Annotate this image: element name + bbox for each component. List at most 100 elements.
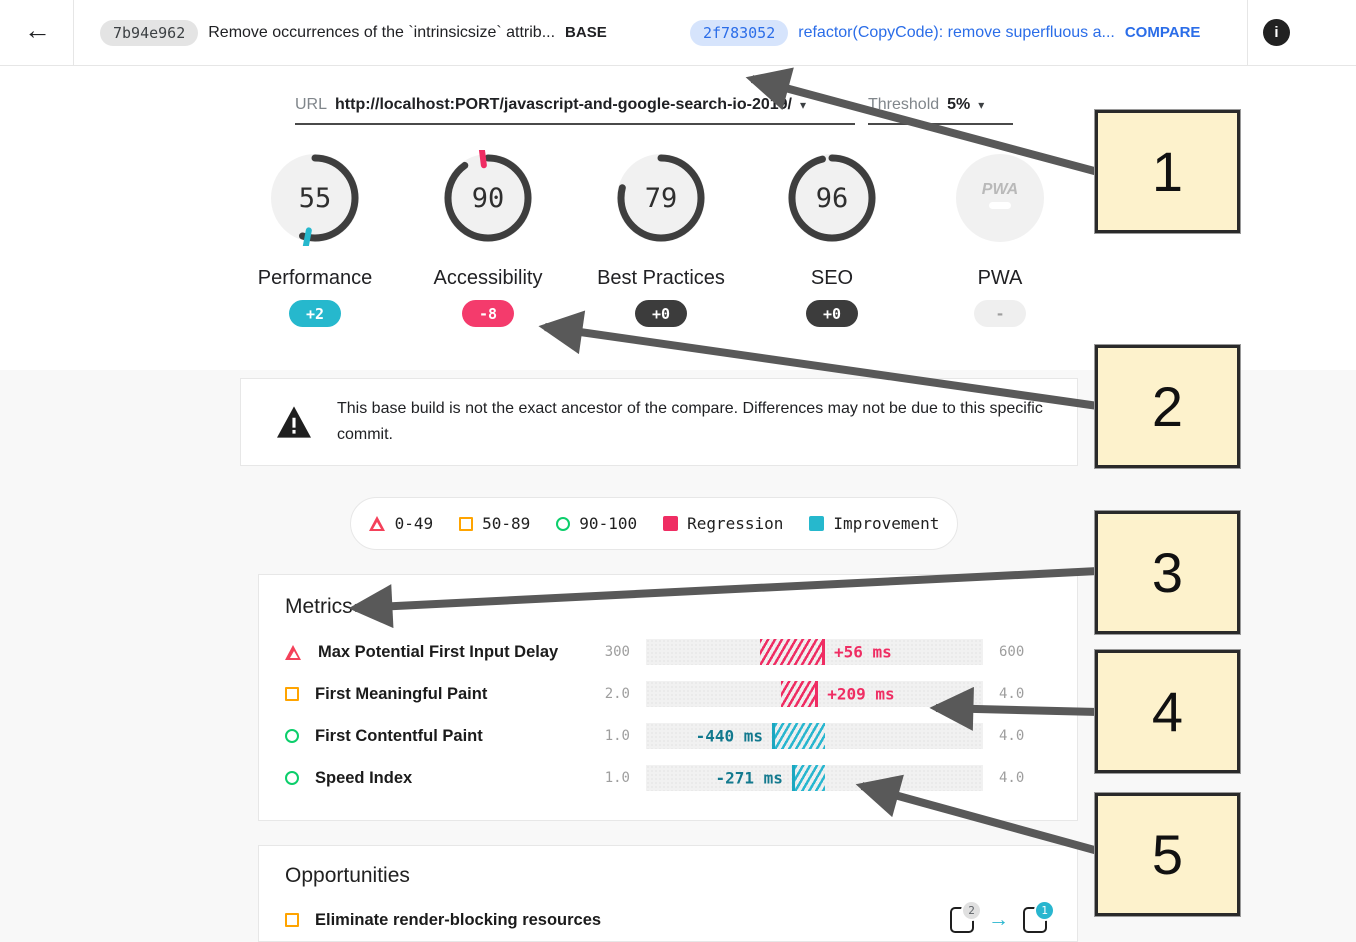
axis-min-value: 300 [604, 644, 630, 660]
diff-value-label: -440 ms [695, 726, 764, 746]
header-divider [1247, 0, 1248, 65]
url-select[interactable]: URL http://localhost:PORT/javascript-and… [295, 96, 855, 125]
warning-banner: This base build is not the exact ancesto… [240, 378, 1078, 466]
threshold-select[interactable]: Threshold 5% ▾ [868, 96, 1013, 125]
metric-row-speed-index: Speed Index 1.0 -271 ms 4.0 [285, 757, 1051, 799]
accessibility-gauge-icon: 90 [440, 146, 536, 251]
diff-value-label: +56 ms [833, 642, 892, 662]
opportunities-title: Opportunities [285, 864, 410, 887]
opportunity-counts[interactable]: 2 → 1 [950, 902, 1053, 933]
url-value: http://localhost:PORT/javascript-and-goo… [335, 96, 792, 113]
metric-label: First Meaningful Paint [315, 684, 488, 703]
metric-diff-bar: +56 ms [646, 639, 983, 665]
delta-badge: +0 [635, 300, 687, 327]
arrow-right-icon: → [988, 908, 1009, 931]
annotation-box-3: 3 [1094, 510, 1241, 635]
gauge-label: Best Practices [597, 267, 725, 289]
top-bar: ← 7b94e962 Remove occurrences of the `in… [0, 0, 1356, 66]
gauge-label: Accessibility [433, 267, 543, 289]
diff-hatch-region [781, 681, 819, 707]
svg-text:90: 90 [472, 183, 505, 214]
warning-text: This base build is not the exact ancesto… [337, 399, 1043, 443]
svg-text:96: 96 [816, 183, 849, 214]
diff-value-label: -271 ms [715, 768, 783, 788]
axis-max-value: 600 [999, 644, 1025, 660]
svg-text:PWA: PWA [982, 181, 1018, 198]
gauge-label: SEO [810, 267, 854, 289]
opportunity-label: Eliminate render-blocking resources [315, 910, 602, 929]
compare-count-badge: 1 [1036, 902, 1053, 919]
metrics-section: Metrics Max Potential First Input Delay … [258, 574, 1078, 821]
legend-item-regression: Regression [663, 514, 783, 533]
axis-min-value: 2.0 [604, 686, 630, 702]
metric-row-first-contentful-paint: First Contentful Paint 1.0 -440 ms 4.0 [285, 715, 1051, 757]
annotation-box-2: 2 [1094, 344, 1241, 469]
legend-label: Regression [687, 514, 784, 533]
legend-item-improvement: Improvement [809, 514, 939, 533]
triangle-outline-icon [368, 516, 386, 531]
svg-text:55: 55 [299, 183, 332, 214]
performance-gauge-icon: 55 [267, 150, 363, 251]
info-icon[interactable]: i [1263, 19, 1290, 46]
header-divider [73, 0, 74, 65]
axis-max-value: 4.0 [999, 686, 1025, 702]
base-count-badge: 2 [963, 902, 980, 919]
seo-gauge-icon: 96 [784, 150, 880, 251]
opportunity-row-render-blocking[interactable]: Eliminate render-blocking resources 2 → … [285, 900, 1053, 940]
base-commit-group: 7b94e962 Remove occurrences of the `intr… [100, 0, 607, 65]
metric-diff-bar: -440 ms [646, 723, 983, 749]
best-practices-gauge-icon: 79 [613, 150, 709, 251]
base-audit-doc-icon[interactable]: 2 [950, 902, 980, 933]
threshold-label: Threshold [868, 96, 940, 113]
metric-label: Speed Index [315, 768, 413, 787]
chevron-down-icon: ▾ [799, 98, 807, 112]
legend-item-0-49: 0-49 [368, 514, 434, 533]
diff-hatch-region [759, 639, 825, 665]
square-outline-icon [459, 516, 474, 531]
url-label: URL [295, 96, 328, 113]
legend-label: 0-49 [394, 514, 434, 533]
circle-outline-icon [285, 771, 299, 785]
circle-outline-icon [556, 516, 571, 531]
circle-outline-icon [285, 729, 299, 743]
diff-hatch-region [791, 765, 825, 791]
threshold-value: 5% [947, 96, 971, 113]
compare-link[interactable]: COMPARE [1124, 24, 1201, 41]
legend-item-50-89: 50-89 [459, 514, 530, 533]
compare-commit-hash-pill[interactable]: 2f783052 [690, 19, 789, 46]
gauge-best-practices: 79 Best Practices +0 [576, 150, 746, 327]
legend-label: Improvement [833, 514, 940, 533]
gauge-label: Performance [257, 267, 373, 289]
metric-label: Max Potential First Input Delay [318, 642, 559, 661]
delta-badge: +2 [289, 300, 341, 327]
delta-badge: -8 [462, 300, 514, 327]
metric-row-first-meaningful-paint: First Meaningful Paint 2.0 +209 ms 4.0 [285, 673, 1051, 715]
compare-commit-message: refactor(CopyCode): remove superfluous a… [798, 23, 1115, 41]
triangle-outline-icon [285, 644, 302, 660]
legend-label: 50-89 [482, 514, 531, 533]
metric-label: First Contentful Paint [315, 726, 483, 745]
compare-audit-doc-icon[interactable]: 1 [1023, 902, 1053, 933]
regression-swatch-icon [663, 516, 679, 531]
delta-badge: +0 [806, 300, 858, 327]
opportunities-section: Opportunities Eliminate render-blocking … [258, 845, 1078, 942]
annotation-box-5: 5 [1094, 792, 1241, 917]
legend-label: 90-100 [579, 514, 638, 533]
gauge-label: PWA [977, 267, 1023, 289]
gauge-accessibility: 90 Accessibility -8 [403, 146, 573, 327]
gauge-seo: 96 SEO +0 [747, 150, 917, 327]
diff-value-label: +209 ms [827, 684, 895, 704]
metric-diff-bar: +209 ms [646, 681, 983, 707]
axis-min-value: 1.0 [604, 728, 630, 744]
square-outline-icon [285, 913, 299, 927]
legend: 0-49 50-89 90-100 Regression Improvement [350, 497, 958, 550]
warning-triangle-icon [277, 406, 311, 438]
gauge-pwa: PWA PWA - [915, 150, 1085, 327]
gauge-performance: 55 Performance +2 [230, 150, 400, 327]
chevron-down-icon: ▾ [978, 98, 985, 112]
axis-max-value: 4.0 [999, 728, 1025, 744]
axis-max-value: 4.0 [999, 770, 1025, 786]
back-arrow-icon[interactable]: ← [24, 15, 51, 45]
base-commit-hash-pill[interactable]: 7b94e962 [100, 19, 199, 46]
annotation-box-1: 1 [1094, 109, 1241, 234]
